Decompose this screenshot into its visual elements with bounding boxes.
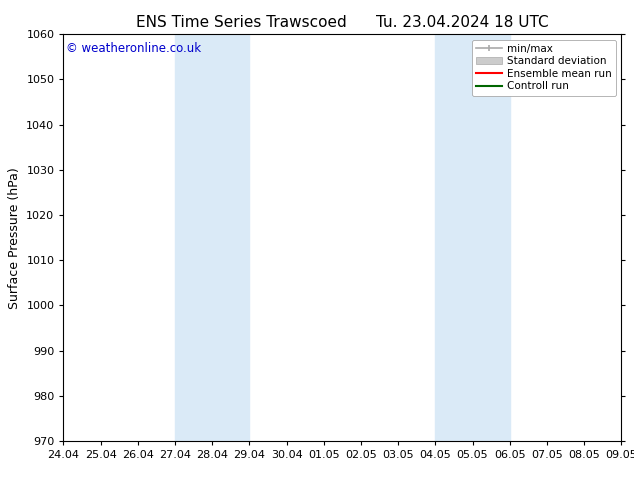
Text: © weatheronline.co.uk: © weatheronline.co.uk xyxy=(66,43,202,55)
Y-axis label: Surface Pressure (hPa): Surface Pressure (hPa) xyxy=(8,167,21,309)
Bar xyxy=(175,34,249,441)
Bar xyxy=(436,34,510,441)
Title: ENS Time Series Trawscoed      Tu. 23.04.2024 18 UTC: ENS Time Series Trawscoed Tu. 23.04.2024… xyxy=(136,15,548,30)
Legend: min/max, Standard deviation, Ensemble mean run, Controll run: min/max, Standard deviation, Ensemble me… xyxy=(472,40,616,96)
